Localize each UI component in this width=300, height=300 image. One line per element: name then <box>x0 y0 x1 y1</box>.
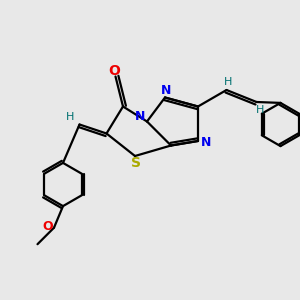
Text: H: H <box>224 76 232 87</box>
Text: N: N <box>201 136 212 149</box>
Text: O: O <box>43 220 53 233</box>
Text: N: N <box>161 84 172 98</box>
Text: H: H <box>256 105 264 116</box>
Text: N: N <box>135 110 146 124</box>
Text: O: O <box>108 64 120 78</box>
Text: H: H <box>66 112 75 122</box>
Text: S: S <box>131 156 142 170</box>
